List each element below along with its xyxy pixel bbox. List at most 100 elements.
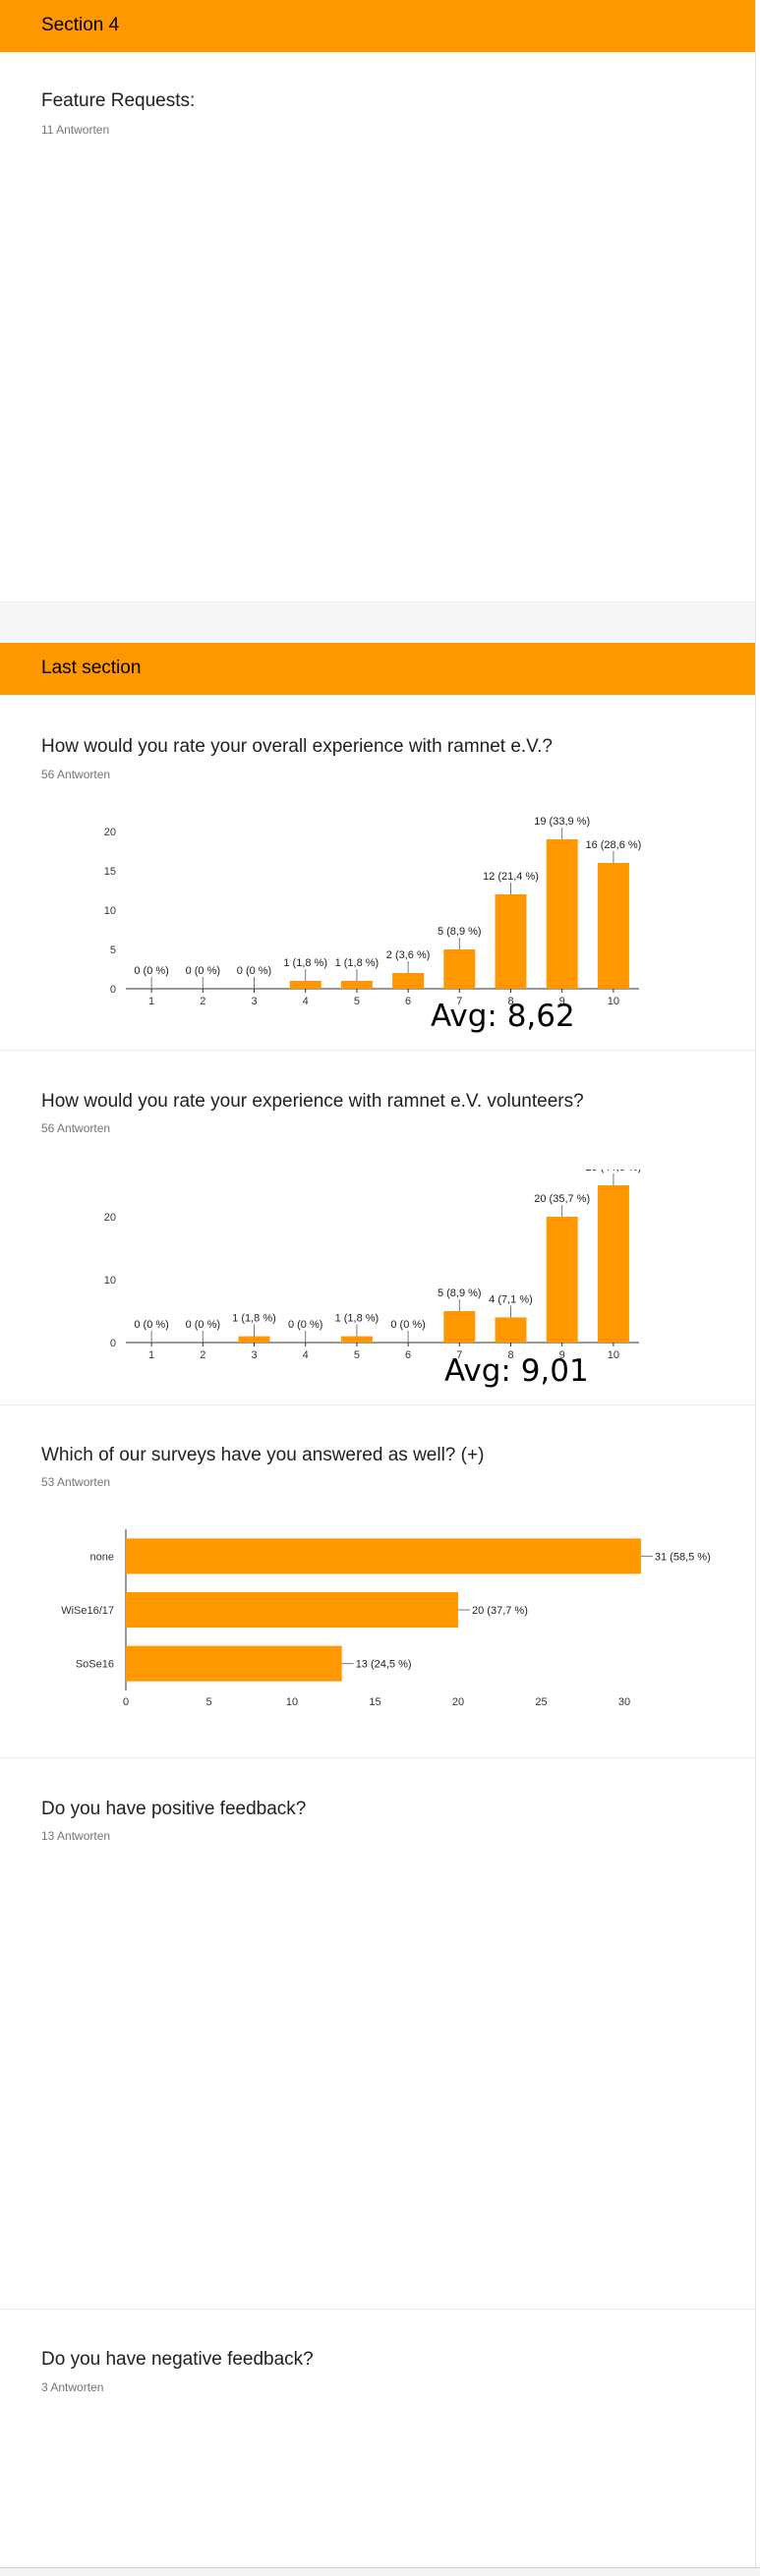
- bar: [126, 1538, 641, 1574]
- response-count: 3 Antworten: [41, 2380, 104, 2394]
- x-tick-label: 8: [507, 996, 513, 1007]
- data-label: 0 (0 %): [134, 965, 168, 977]
- divider: [0, 2309, 755, 2310]
- data-label: 2 (3,6 %): [386, 949, 431, 961]
- y-tick-label: 5: [110, 945, 116, 956]
- data-label: 1 (1,8 %): [335, 1313, 380, 1325]
- x-tick-label: 20: [452, 1696, 464, 1708]
- y-tick-label: none: [90, 1551, 114, 1563]
- section-header-4: Section 4: [0, 0, 755, 52]
- x-tick-label: 10: [608, 1349, 619, 1361]
- bar: [443, 1311, 476, 1343]
- data-label: 1 (1,8 %): [283, 957, 327, 969]
- x-tick-label: 0: [123, 1696, 129, 1708]
- divider: [0, 1050, 755, 1051]
- x-tick-label: 2: [200, 1349, 205, 1361]
- bar: [289, 981, 322, 989]
- response-count: 56 Antworten: [41, 1121, 111, 1135]
- page-bottom-edge: [0, 2567, 760, 2576]
- x-tick-label: 6: [405, 996, 411, 1007]
- bar: [495, 894, 527, 989]
- data-label: 0 (0 %): [186, 1319, 220, 1331]
- bar: [126, 1645, 342, 1682]
- data-label: 31 (58,5 %): [655, 1551, 711, 1563]
- question-title-negative: Do you have negative feedback?: [41, 2349, 314, 2370]
- x-tick-label: 5: [354, 1349, 360, 1361]
- x-tick-label: 5: [205, 1696, 211, 1708]
- chart-overall-experience: 0 5 10 15 20 1 0 (0 %) 2 0 (0 %) 3 0 (0 %) 4 1 (1,8 …: [0, 814, 755, 1040]
- question-title-positive: Do you have positive feedback?: [41, 1799, 307, 1819]
- bar: [597, 863, 629, 989]
- section-gap: [0, 601, 755, 643]
- data-label: 0 (0 %): [186, 965, 220, 977]
- data-label: 0 (0 %): [237, 965, 271, 977]
- data-label: 4 (7,1 %): [489, 1293, 533, 1305]
- data-label: 12 (21,4 %): [483, 871, 539, 883]
- y-tick-label: 15: [104, 866, 116, 878]
- bar: [340, 1336, 373, 1343]
- data-label: 16 (28,6 %): [585, 839, 641, 851]
- section-title: Last section: [41, 658, 142, 678]
- chart-volunteers-experience: 0 10 20 1 0 (0 %) 2 0 (0 %) 3 1 (1,8 %) 4 0 (0 %) 5…: [0, 1162, 755, 1396]
- average-volunteers: Avg: 9,01: [444, 1353, 589, 1389]
- y-tick-label: 0: [110, 1338, 116, 1349]
- x-tick-label: 8: [507, 1349, 513, 1361]
- y-tick-label: SoSe16: [76, 1659, 114, 1671]
- response-count: 11 Antworten: [41, 123, 110, 137]
- x-tick-label: 4: [303, 1349, 309, 1361]
- x-tick-label: 6: [405, 1349, 411, 1361]
- data-label: 19 (33,9 %): [534, 816, 590, 828]
- question-title-volunteers: How would you rate your experience with …: [41, 1091, 584, 1112]
- x-tick-label: 1: [148, 996, 154, 1007]
- y-tick-label: 10: [104, 905, 116, 917]
- y-tick-label: 10: [104, 1275, 116, 1287]
- divider: [0, 601, 755, 602]
- data-label: 0 (0 %): [288, 1319, 322, 1331]
- bar-chart-overall: 0 5 10 15 20 1 0 (0 %) 2 0 (0 %) 3 0 (0 %) 4 1 (1,8 …: [104, 816, 642, 1007]
- data-label: 5 (8,9 %): [438, 926, 482, 938]
- data-label: 1 (1,8 %): [232, 1313, 276, 1325]
- chart-surveys-answered: 0 5 10 15 20 25 30 none 31 (58,5 %) WiSe16/17 20 (…: [0, 1514, 755, 1720]
- data-label: 0 (0 %): [134, 1319, 168, 1331]
- x-tick-label: 7: [456, 1349, 462, 1361]
- bar: [392, 973, 425, 989]
- response-count: 53 Antworten: [41, 1475, 111, 1489]
- x-tick-label: 2: [200, 996, 205, 1007]
- bar: [238, 1336, 270, 1343]
- average-overall: Avg: 8,62: [431, 999, 575, 1034]
- horizontal-bar-chart-surveys: 0 5 10 15 20 25 30 none 31 (58,5 %) WiSe16/17 20 (…: [61, 1529, 711, 1708]
- x-tick-label: 10: [286, 1696, 298, 1708]
- y-tick-label: WiSe16/17: [61, 1605, 114, 1617]
- response-count: 56 Antworten: [41, 768, 111, 781]
- x-tick-label: 15: [369, 1696, 380, 1708]
- x-tick-label: 4: [303, 996, 309, 1007]
- bar-chart-volunteers: 0 10 20 1 0 (0 %) 2 0 (0 %) 3 1 (1,8 %) 4 0 (0 %) 5…: [104, 1162, 642, 1361]
- bar: [443, 949, 476, 989]
- question-title-surveys: Which of our surveys have you answered a…: [41, 1445, 485, 1465]
- question-title-feature-requests: Feature Requests:: [41, 90, 196, 111]
- data-label: 20 (37,7 %): [472, 1605, 528, 1617]
- x-tick-label: 3: [251, 996, 257, 1007]
- data-label: 13 (24,5 %): [356, 1659, 412, 1671]
- x-tick-label: 25: [535, 1696, 547, 1708]
- x-tick-label: 30: [618, 1696, 630, 1708]
- x-tick-label: 3: [251, 1349, 257, 1361]
- bar: [126, 1592, 458, 1628]
- bar: [546, 839, 578, 989]
- data-label: 0 (0 %): [390, 1319, 425, 1331]
- data-label: 1 (1,8 %): [335, 957, 380, 969]
- data-label: 5 (8,9 %): [438, 1288, 482, 1299]
- data-label: 25 (44,6 %): [585, 1170, 641, 1174]
- y-tick-label: 20: [104, 827, 116, 838]
- section-header-last: Last section: [0, 643, 755, 695]
- question-title-overall: How would you rate your overall experien…: [41, 736, 553, 757]
- bar: [597, 1185, 629, 1343]
- y-tick-label: 0: [110, 984, 116, 996]
- x-tick-label: 7: [456, 996, 462, 1007]
- x-tick-label: 5: [354, 996, 360, 1007]
- x-tick-label: 9: [559, 996, 565, 1007]
- x-tick-label: 10: [608, 996, 619, 1007]
- bar: [546, 1217, 578, 1343]
- y-tick-label: 20: [104, 1212, 116, 1224]
- section-title: Section 4: [41, 15, 120, 35]
